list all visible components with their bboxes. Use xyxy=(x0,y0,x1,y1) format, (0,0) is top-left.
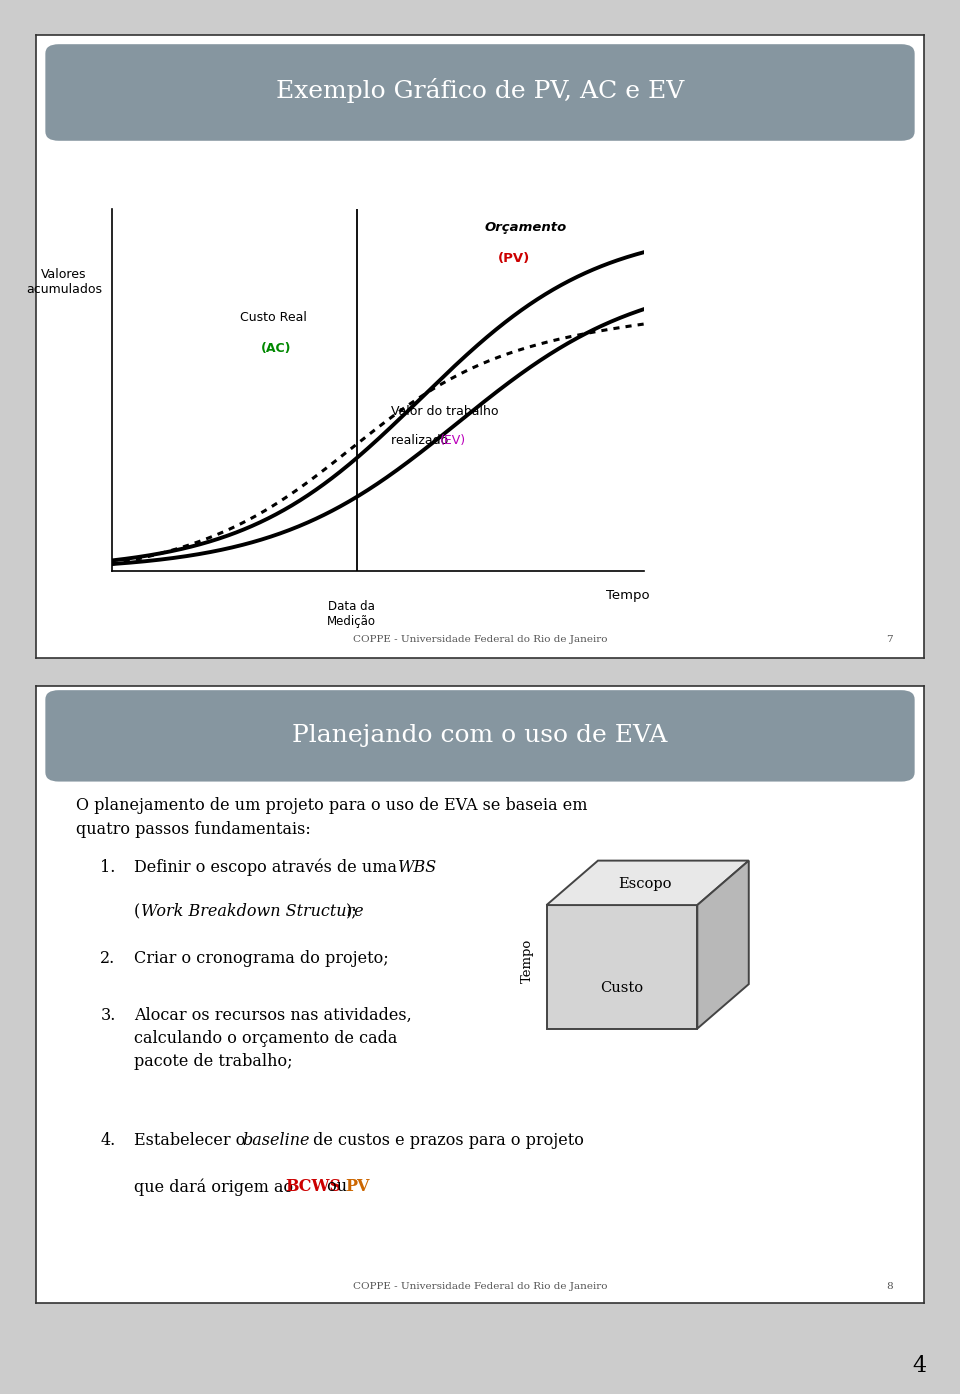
Text: (EV): (EV) xyxy=(441,434,467,447)
Text: Tempo: Tempo xyxy=(520,938,534,983)
Text: );: ); xyxy=(346,903,358,920)
Text: Work Breakdown Structure: Work Breakdown Structure xyxy=(141,903,364,920)
Text: de custos e prazos para o projeto: de custos e prazos para o projeto xyxy=(308,1132,584,1149)
FancyBboxPatch shape xyxy=(45,690,915,782)
Text: Estabelecer o: Estabelecer o xyxy=(134,1132,251,1149)
Text: Valores
acumulados: Valores acumulados xyxy=(26,268,102,296)
FancyBboxPatch shape xyxy=(45,45,915,141)
Text: Definir o escopo através de uma: Definir o escopo através de uma xyxy=(134,859,402,877)
Text: Exemplo Gráfico de PV, AC e EV: Exemplo Gráfico de PV, AC e EV xyxy=(276,78,684,103)
Text: (: ( xyxy=(134,903,140,920)
Polygon shape xyxy=(697,860,749,1029)
Text: Data da
Medição: Data da Medição xyxy=(326,599,376,627)
Text: ou: ou xyxy=(323,1178,352,1195)
Text: 4: 4 xyxy=(912,1355,926,1377)
Text: Criar o cronograma do projeto;: Criar o cronograma do projeto; xyxy=(134,951,389,967)
Text: que dará origem ao: que dará origem ao xyxy=(134,1178,299,1196)
Text: Escopo: Escopo xyxy=(618,877,672,891)
Text: COPPE - Universidade Federal do Rio de Janeiro: COPPE - Universidade Federal do Rio de J… xyxy=(352,634,608,644)
Polygon shape xyxy=(546,860,749,905)
Text: 8: 8 xyxy=(886,1281,893,1291)
Text: Custo Real: Custo Real xyxy=(240,311,306,325)
Text: 4.: 4. xyxy=(101,1132,115,1149)
Text: baseline: baseline xyxy=(242,1132,310,1149)
Text: COPPE - Universidade Federal do Rio de Janeiro: COPPE - Universidade Federal do Rio de J… xyxy=(352,1281,608,1291)
Text: 2.: 2. xyxy=(101,951,115,967)
Text: BCWS: BCWS xyxy=(285,1178,341,1195)
Text: PV: PV xyxy=(346,1178,370,1195)
Text: realizado: realizado xyxy=(392,434,452,447)
Text: Custo: Custo xyxy=(600,981,643,995)
Text: Alocar os recursos nas atividades,
calculando o orçamento de cada
pacote de trab: Alocar os recursos nas atividades, calcu… xyxy=(134,1006,412,1069)
Text: WBS: WBS xyxy=(398,859,438,875)
Text: 3.: 3. xyxy=(101,1006,116,1025)
Text: Planejando com o uso de EVA: Planejando com o uso de EVA xyxy=(292,723,668,747)
Text: 1.: 1. xyxy=(101,859,116,875)
Text: (PV): (PV) xyxy=(497,251,530,265)
Text: 7: 7 xyxy=(886,634,893,644)
Text: Orçamento: Orçamento xyxy=(485,220,566,234)
Text: O planejamento de um projeto para o uso de EVA se baseia em
quatro passos fundam: O planejamento de um projeto para o uso … xyxy=(77,797,588,838)
Text: Tempo: Tempo xyxy=(606,588,649,602)
Text: Valor do trabalho: Valor do trabalho xyxy=(392,406,499,418)
Polygon shape xyxy=(546,905,697,1029)
Text: (AC): (AC) xyxy=(261,342,292,355)
